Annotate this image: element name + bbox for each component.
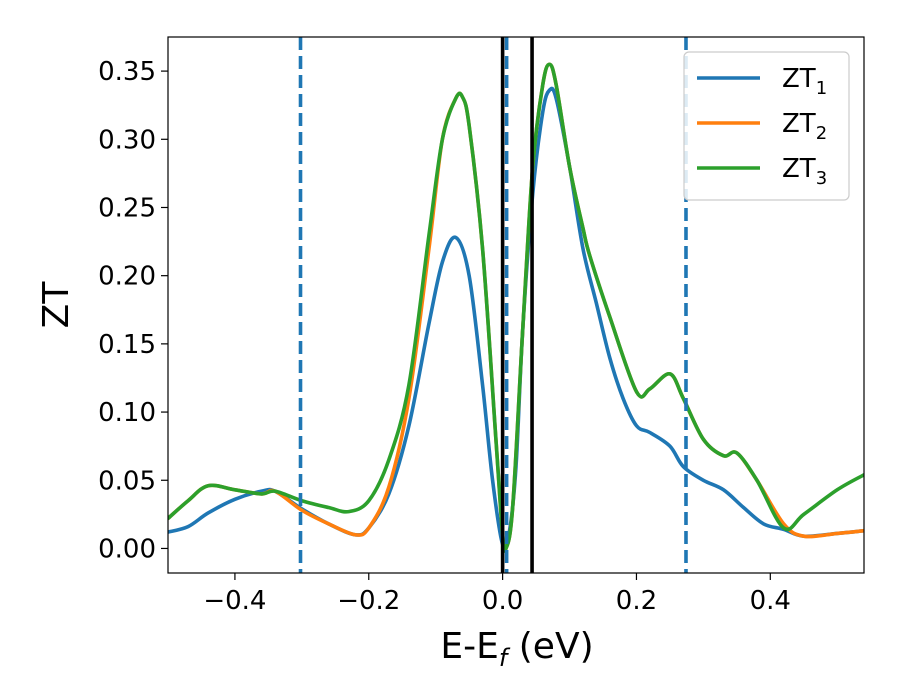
y-axis-label: ZT bbox=[36, 281, 77, 329]
y-tick-label: 0.25 bbox=[98, 193, 156, 223]
legend-label-zt2: ZT2 bbox=[782, 109, 827, 144]
x-axis-label-main: E-E bbox=[440, 626, 498, 667]
legend-box bbox=[683, 51, 850, 201]
x-tick-label: −0.2 bbox=[337, 586, 400, 616]
x-tick-label: −0.4 bbox=[203, 586, 266, 616]
x-tick-label: 0.4 bbox=[750, 586, 791, 616]
tick-marks: −0.4 −0.2 0.0 0.2 0.4 0.00 0.05 0.10 0.15 0.20 0.2… bbox=[98, 57, 791, 616]
y-tick-label: 0.30 bbox=[98, 125, 156, 155]
legend-label-zt1: ZT1 bbox=[782, 64, 827, 99]
legend: ZT1 ZT2 ZT3 bbox=[683, 51, 850, 201]
y-tick-label: 0.15 bbox=[98, 330, 156, 360]
x-axis-label: E-Ef (eV) bbox=[440, 626, 593, 672]
y-tick-label: 0.05 bbox=[98, 466, 156, 496]
y-tick-label: 0.20 bbox=[98, 262, 156, 292]
x-tick-label: 0.2 bbox=[616, 586, 657, 616]
series-lines bbox=[168, 37, 864, 573]
legend-label-zt3: ZT3 bbox=[782, 154, 827, 189]
x-tick-label: 0.0 bbox=[482, 586, 523, 616]
y-tick-label: 0.10 bbox=[98, 398, 156, 428]
axes-frame bbox=[167, 36, 865, 574]
x-axis-label-unit: (eV) bbox=[507, 626, 593, 667]
series-line-zt3 bbox=[168, 62, 864, 553]
y-tick-label: 0.35 bbox=[98, 57, 156, 87]
y-tick-label: 0.00 bbox=[98, 534, 156, 564]
axes-border bbox=[167, 36, 865, 574]
